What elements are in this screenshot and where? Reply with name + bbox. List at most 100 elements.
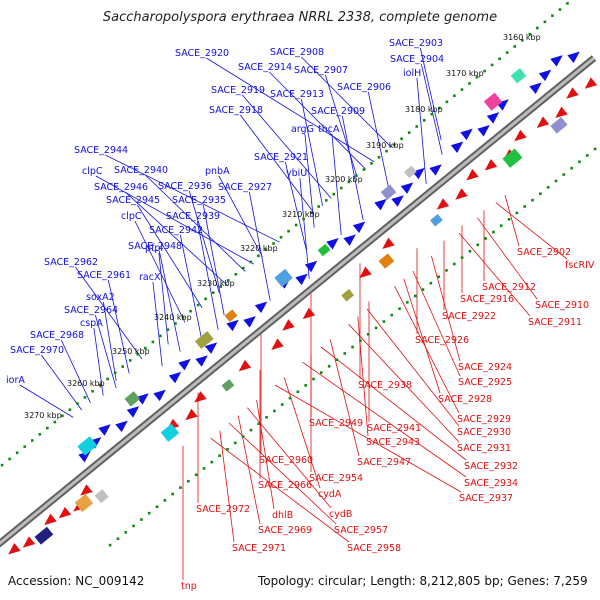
inner-tick-mark <box>280 403 284 406</box>
outer-tick-mark <box>370 162 373 165</box>
forward-gene-label: racX <box>139 272 161 283</box>
forward-gene-arrow <box>78 450 91 463</box>
inner-tick-mark <box>476 243 480 247</box>
reverse-gene-label: cydB <box>329 509 352 520</box>
reverse-gene-arrow <box>238 359 252 372</box>
inner-tick-mark <box>210 460 214 464</box>
outer-tick-mark <box>189 309 192 313</box>
forward-gene-arrow <box>98 424 111 436</box>
forward-gene-arrow <box>374 198 387 211</box>
gene-block <box>160 423 180 442</box>
outer-tick-mark <box>106 377 109 381</box>
forward-leader-line <box>416 77 427 184</box>
reverse-gene-label: SACE_2902 <box>517 247 571 258</box>
inner-tick-mark <box>249 428 253 432</box>
forward-gene-arrow <box>326 238 339 250</box>
forward-leader-line <box>206 57 375 163</box>
outer-tick-mark <box>294 223 298 227</box>
inner-tick-mark <box>406 301 409 304</box>
outer-tick-mark <box>287 229 290 233</box>
inner-tick-mark <box>437 275 440 279</box>
forward-gene-arrow <box>226 319 239 332</box>
forward-gene-arrow <box>304 260 318 273</box>
forward-gene-label: thcA <box>318 124 340 135</box>
outer-tick-mark <box>272 242 275 245</box>
outer-tick-mark <box>8 457 11 461</box>
reverse-leader-line <box>237 415 261 525</box>
forward-leader-line <box>304 133 315 228</box>
outer-tick-mark <box>566 2 569 5</box>
forward-leader-line <box>284 161 307 250</box>
reverse-gene-arrow <box>455 188 468 200</box>
outer-tick-mark <box>543 20 547 24</box>
inner-tick-mark <box>171 492 174 496</box>
inner-tick-mark <box>570 166 573 170</box>
forward-gene-label: SACE_2919 <box>211 85 265 96</box>
forward-gene-label: SACE_2936 <box>158 181 212 192</box>
forward-gene-label: ybiU <box>286 168 307 179</box>
inner-tick-mark <box>304 384 307 387</box>
outer-tick-mark <box>377 155 381 159</box>
gene-block <box>94 489 109 504</box>
outer-tick-mark <box>0 463 4 467</box>
reverse-gene-label: cydA <box>318 489 342 500</box>
reverse-gene-label: SACE_2947 <box>357 457 411 468</box>
outer-tick-mark <box>61 414 64 418</box>
reverse-gene-label: SACE_2969 <box>258 525 312 536</box>
gene-block <box>224 309 238 322</box>
reverse-leader-line <box>210 437 350 543</box>
forward-gene-arrow <box>243 316 256 328</box>
reverse-gene-label: SACE_2972 <box>196 504 250 515</box>
gene-block <box>403 165 417 179</box>
reverse-gene-label: fscRIV <box>565 260 595 271</box>
outer-tick-mark <box>392 143 396 147</box>
inner-tick-mark <box>515 211 519 215</box>
forward-gene-label: SACE_2962 <box>44 257 98 268</box>
map-title: Saccharopolyspora erythraea NRRL 2338, c… <box>102 10 498 25</box>
kbp-tick-label: 3220 kbp <box>240 244 278 253</box>
outer-tick-mark <box>23 445 27 448</box>
kbp-tick-label: 3200 kbp <box>325 175 363 184</box>
inner-tick-mark <box>531 198 534 202</box>
forward-leader-line <box>324 74 358 177</box>
inner-tick-mark <box>132 524 135 528</box>
inner-tick-mark <box>296 390 300 394</box>
reverse-gene-arrow <box>44 513 57 526</box>
inner-tick-mark <box>187 479 190 483</box>
gene-block <box>194 331 214 350</box>
forward-gene-arrow <box>538 69 552 82</box>
forward-leader-line <box>74 266 143 360</box>
inner-tick-mark <box>257 422 261 426</box>
outer-tick-mark <box>151 340 155 344</box>
reverse-leader-line <box>283 377 321 489</box>
reverse-gene-label: SACE_2926 <box>415 335 469 346</box>
reverse-gene-label: SACE_2928 <box>438 394 492 405</box>
inner-tick-mark <box>124 531 128 534</box>
outer-tick-mark <box>347 180 351 184</box>
inner-tick-mark <box>413 294 417 298</box>
inner-tick-mark <box>546 186 550 189</box>
outer-tick-mark <box>551 14 554 17</box>
inner-tick-mark <box>147 511 151 515</box>
inner-tick-mark <box>343 352 347 355</box>
forward-leader-line <box>331 133 342 235</box>
kbp-tick-label: 3260 kbp <box>67 379 105 388</box>
forward-gene-label: SACE_2970 <box>10 345 64 356</box>
reverse-leader-line <box>329 339 360 457</box>
gene-block <box>124 391 141 407</box>
forward-leader-line <box>94 314 117 389</box>
forward-leader-line <box>420 63 443 155</box>
reverse-gene-label: SACE_2912 <box>482 282 536 293</box>
reverse-gene-label: SACE_2958 <box>347 543 401 554</box>
reverse-gene-label: SACE_2930 <box>457 427 511 438</box>
forward-gene-label: SACE_2946 <box>94 182 148 193</box>
inner-tick-mark <box>562 173 566 176</box>
forward-leader-line <box>179 234 202 338</box>
reverse-leader-line <box>357 316 369 437</box>
reverse-gene-label: dhlB <box>272 510 293 521</box>
reverse-gene-arrow <box>436 198 450 210</box>
inner-tick-mark <box>155 505 159 509</box>
inner-tick-mark <box>320 371 323 374</box>
gene-block <box>274 268 293 288</box>
outer-tick-mark <box>204 297 207 301</box>
